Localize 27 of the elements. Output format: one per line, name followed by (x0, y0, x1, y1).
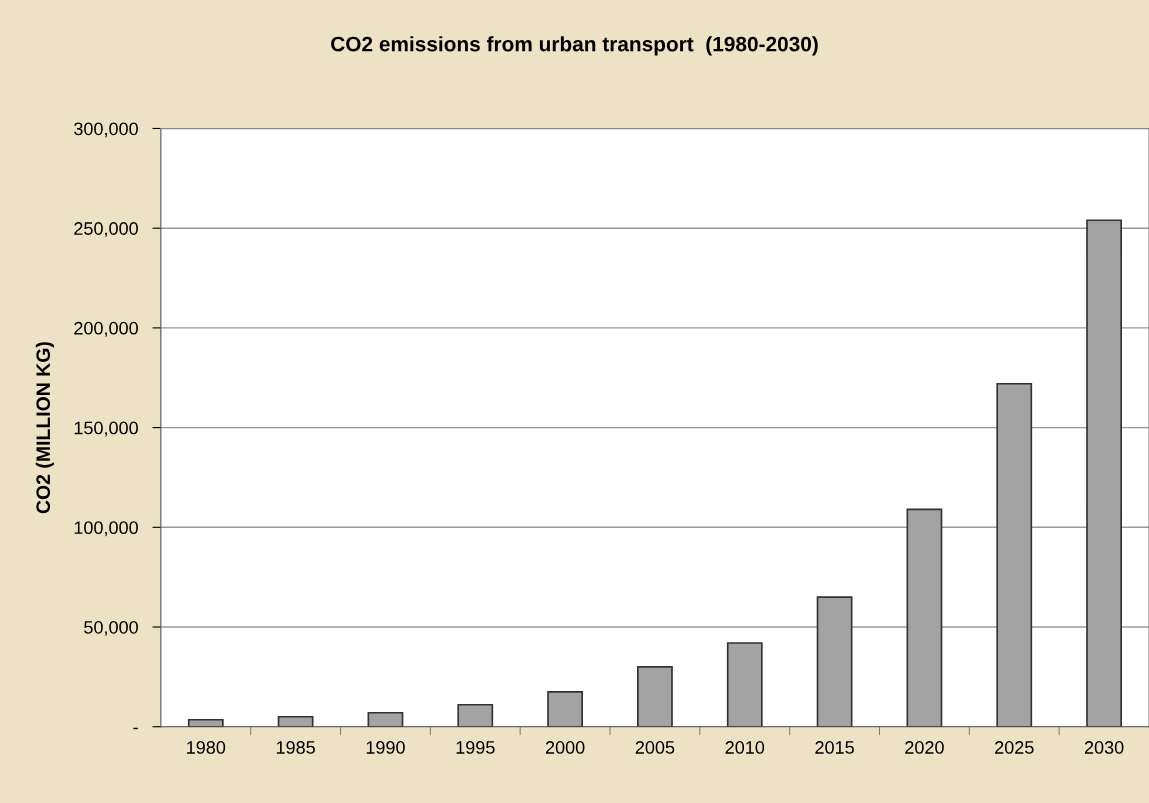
bar (277, 715, 314, 727)
y-tick-label: 250,000 (74, 222, 138, 238)
x-tick-label: 2005 (635, 741, 675, 754)
x-tick-label: 1990 (366, 741, 405, 754)
x-tick-label: 2000 (545, 741, 585, 754)
bar (726, 642, 763, 727)
bar (457, 703, 494, 727)
y-tick-label: 150,000 (74, 421, 138, 437)
x-tick-label: 2025 (995, 741, 1034, 754)
y-tick-label: - (133, 727, 138, 730)
x-tick-label: 1985 (276, 741, 315, 754)
y-axis-title: CO2 (MILLION KG) (35, 342, 54, 514)
x-tick-label: 2015 (815, 741, 854, 754)
bar (547, 690, 584, 727)
bar (637, 666, 673, 727)
x-tick-label: 1995 (456, 741, 495, 754)
x-tick-label: 1980 (187, 741, 226, 754)
y-tick-label: 50,000 (84, 620, 138, 636)
y-tick-label: 200,000 (74, 321, 138, 337)
bar (367, 711, 404, 727)
bar (187, 718, 224, 727)
x-tick-label: 2010 (725, 741, 765, 754)
y-tick-label: 100,000 (74, 521, 138, 537)
x-tick-label: 2030 (1084, 741, 1124, 754)
y-tick-label: 300,000 (74, 122, 138, 138)
x-tick-label: 2020 (905, 741, 944, 754)
chart-title: CO2 emissions from urban transport (1980-2030) (331, 36, 818, 56)
